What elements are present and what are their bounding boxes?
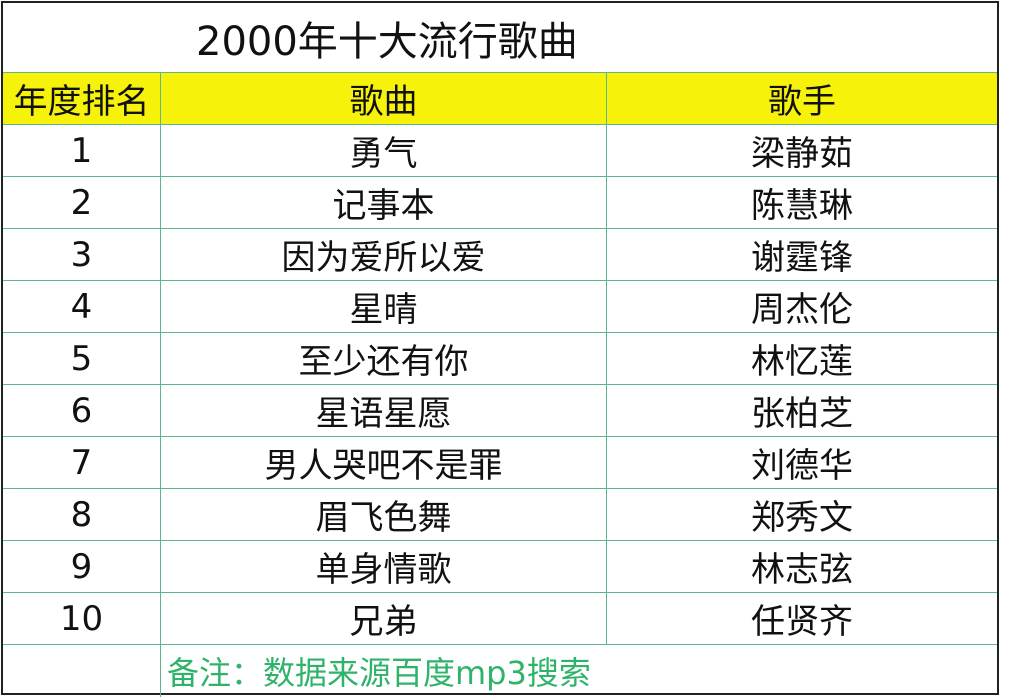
song-cell: 星晴 xyxy=(161,281,607,333)
singer-cell: 林忆莲 xyxy=(607,333,997,385)
table-title: 2000年十大流行歌曲 xyxy=(3,3,997,73)
song-cell: 勇气 xyxy=(161,125,607,177)
singer-cell: 刘德华 xyxy=(607,437,997,489)
header-cell: 歌手 xyxy=(607,73,997,125)
singer-cell: 郑秀文 xyxy=(607,489,997,541)
song-cell: 男人哭吧不是罪 xyxy=(161,437,607,489)
rank-cell: 3 xyxy=(3,229,161,281)
spreadsheet-table: 2000年十大流行歌曲 年度排名 歌曲 歌手 1 勇气 梁静茹 2 记事本 陈慧琳 3 因为爱所以爱… xyxy=(1,1,999,697)
rank-cell: 1 xyxy=(3,125,161,177)
song-cell: 星语星愿 xyxy=(161,385,607,437)
song-cell: 至少还有你 xyxy=(161,333,607,385)
singer-cell: 周杰伦 xyxy=(607,281,997,333)
singer-cell: 林志弦 xyxy=(607,541,997,593)
song-cell: 因为爱所以爱 xyxy=(161,229,607,281)
rank-cell: 7 xyxy=(3,437,161,489)
singer-cell: 梁静茹 xyxy=(607,125,997,177)
rank-cell: 4 xyxy=(3,281,161,333)
header-cell: 年度排名 xyxy=(3,73,161,125)
singer-cell: 任贤齐 xyxy=(607,593,997,645)
rank-cell: 8 xyxy=(3,489,161,541)
song-cell: 眉飞色舞 xyxy=(161,489,607,541)
rank-cell: 2 xyxy=(3,177,161,229)
empty-cell xyxy=(3,645,161,697)
rank-cell: 6 xyxy=(3,385,161,437)
song-cell: 记事本 xyxy=(161,177,607,229)
rank-cell: 5 xyxy=(3,333,161,385)
header-cell: 歌曲 xyxy=(161,73,607,125)
note-text: 备注：数据来源百度mp3搜索 xyxy=(167,654,591,692)
rank-cell: 9 xyxy=(3,541,161,593)
rank-cell: 10 xyxy=(3,593,161,645)
singer-cell: 陈慧琳 xyxy=(607,177,997,229)
singer-cell: 谢霆锋 xyxy=(607,229,997,281)
song-cell: 单身情歌 xyxy=(161,541,607,593)
song-cell: 兄弟 xyxy=(161,593,607,645)
singer-cell: 张柏芝 xyxy=(607,385,997,437)
